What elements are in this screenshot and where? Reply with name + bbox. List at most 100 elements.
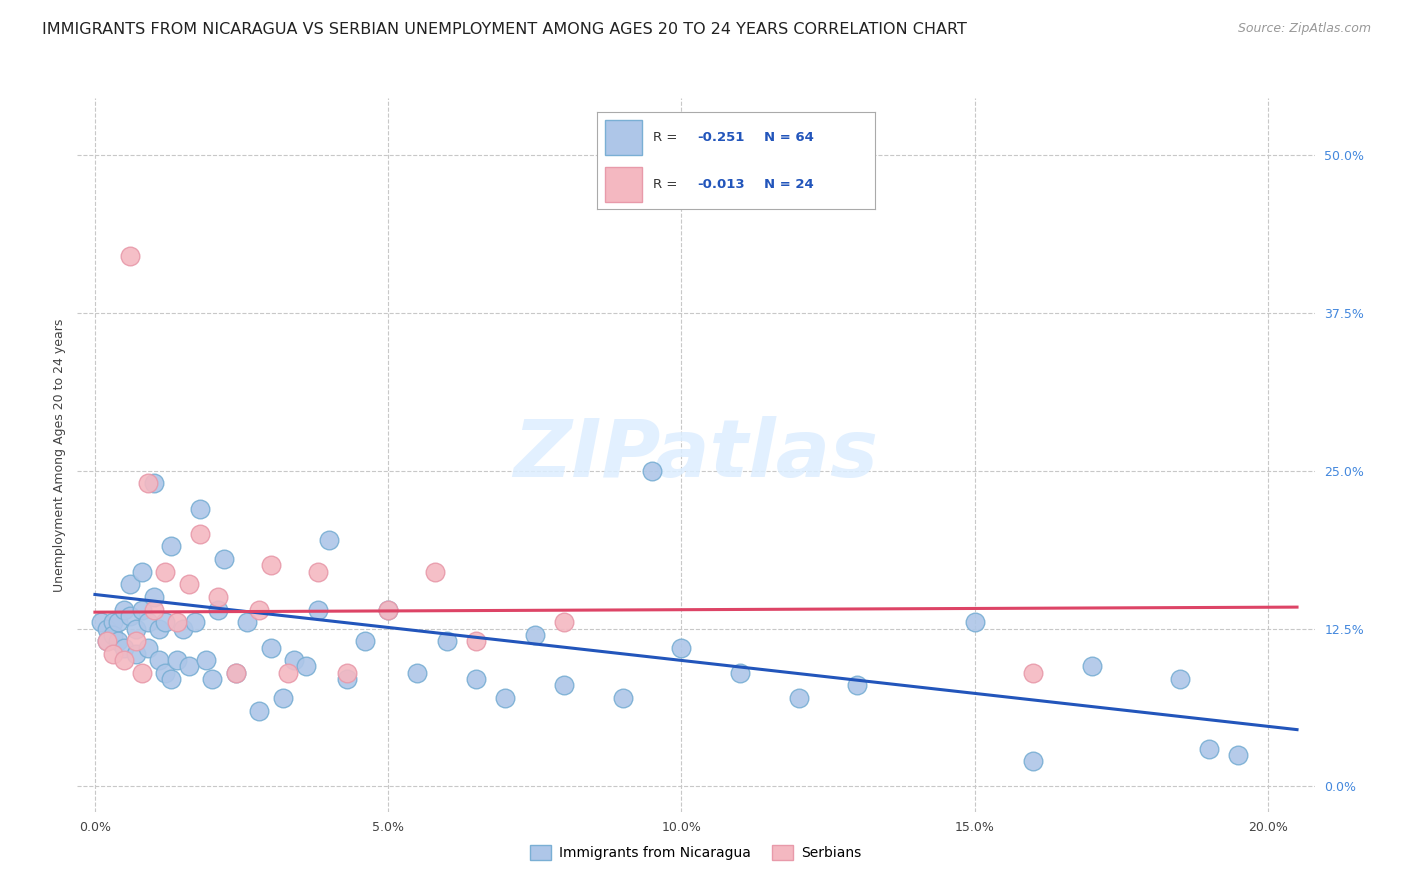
Point	[247, 602, 270, 616]
Point	[190, 526, 212, 541]
Point	[336, 672, 359, 686]
Point	[183, 615, 205, 630]
Point	[377, 602, 399, 616]
Point	[195, 653, 218, 667]
Point	[247, 704, 270, 718]
Point	[260, 558, 283, 573]
Y-axis label: Unemployment Among Ages 20 to 24 years: Unemployment Among Ages 20 to 24 years	[53, 318, 66, 591]
Text: N = 24: N = 24	[763, 178, 814, 191]
Point	[166, 615, 188, 630]
Text: R =: R =	[652, 178, 682, 191]
Point	[671, 640, 693, 655]
Point	[277, 665, 299, 680]
Point	[225, 665, 247, 680]
Point	[523, 628, 546, 642]
Text: IMMIGRANTS FROM NICARAGUA VS SERBIAN UNEMPLOYMENT AMONG AGES 20 TO 24 YEARS CORR: IMMIGRANTS FROM NICARAGUA VS SERBIAN UNE…	[42, 22, 967, 37]
Point	[207, 602, 229, 616]
Point	[641, 464, 664, 478]
Point	[465, 672, 488, 686]
Point	[120, 249, 142, 263]
Text: Source: ZipAtlas.com: Source: ZipAtlas.com	[1237, 22, 1371, 36]
Point	[125, 647, 148, 661]
Point	[307, 602, 329, 616]
Point	[107, 634, 129, 648]
Point	[318, 533, 340, 548]
Point	[236, 615, 259, 630]
Point	[112, 602, 135, 616]
Point	[190, 501, 212, 516]
Text: ZIPatlas: ZIPatlas	[513, 416, 879, 494]
Point	[96, 634, 118, 648]
Point	[1022, 665, 1045, 680]
Point	[377, 602, 399, 616]
Point	[107, 615, 129, 630]
Point	[787, 691, 810, 706]
Point	[131, 602, 153, 616]
Point	[142, 602, 165, 616]
Point	[553, 615, 575, 630]
Point	[166, 653, 188, 667]
Point	[307, 565, 329, 579]
Point	[142, 476, 165, 491]
Point	[336, 665, 359, 680]
Point	[120, 577, 142, 591]
Point	[201, 672, 224, 686]
Point	[155, 615, 177, 630]
Point	[96, 634, 118, 648]
Point	[465, 634, 488, 648]
Point	[155, 665, 177, 680]
Text: N = 64: N = 64	[763, 131, 814, 144]
Point	[406, 665, 429, 680]
Point	[728, 665, 751, 680]
Point	[148, 622, 170, 636]
Point	[846, 678, 869, 692]
Point	[271, 691, 294, 706]
Point	[112, 653, 135, 667]
Point	[612, 691, 634, 706]
Point	[120, 609, 142, 624]
FancyBboxPatch shape	[606, 120, 641, 155]
Point	[125, 622, 148, 636]
Point	[494, 691, 516, 706]
Point	[101, 615, 124, 630]
Point	[963, 615, 986, 630]
Point	[177, 577, 200, 591]
Point	[112, 640, 135, 655]
Point	[136, 640, 159, 655]
Point	[295, 659, 318, 673]
Point	[160, 672, 183, 686]
FancyBboxPatch shape	[606, 168, 641, 202]
Point	[225, 665, 247, 680]
Point	[207, 590, 229, 604]
Text: -0.013: -0.013	[697, 178, 745, 191]
Text: R =: R =	[652, 131, 682, 144]
Point	[353, 634, 375, 648]
Point	[260, 640, 283, 655]
Point	[101, 628, 124, 642]
Point	[1022, 754, 1045, 768]
Legend: Immigrants from Nicaragua, Serbians: Immigrants from Nicaragua, Serbians	[524, 839, 868, 865]
Point	[96, 622, 118, 636]
Point	[125, 634, 148, 648]
Point	[131, 665, 153, 680]
Point	[1168, 672, 1191, 686]
Point	[212, 552, 235, 566]
Point	[142, 590, 165, 604]
Point	[90, 615, 112, 630]
Point	[1227, 747, 1250, 762]
Point	[136, 615, 159, 630]
Point	[172, 622, 194, 636]
Point	[423, 565, 446, 579]
Point	[136, 476, 159, 491]
Point	[155, 565, 177, 579]
Point	[553, 678, 575, 692]
Point	[283, 653, 305, 667]
Point	[148, 653, 170, 667]
Point	[436, 634, 458, 648]
Point	[160, 540, 183, 554]
Text: -0.251: -0.251	[697, 131, 745, 144]
Point	[1198, 741, 1220, 756]
Point	[101, 647, 124, 661]
Point	[1081, 659, 1104, 673]
Point	[131, 565, 153, 579]
